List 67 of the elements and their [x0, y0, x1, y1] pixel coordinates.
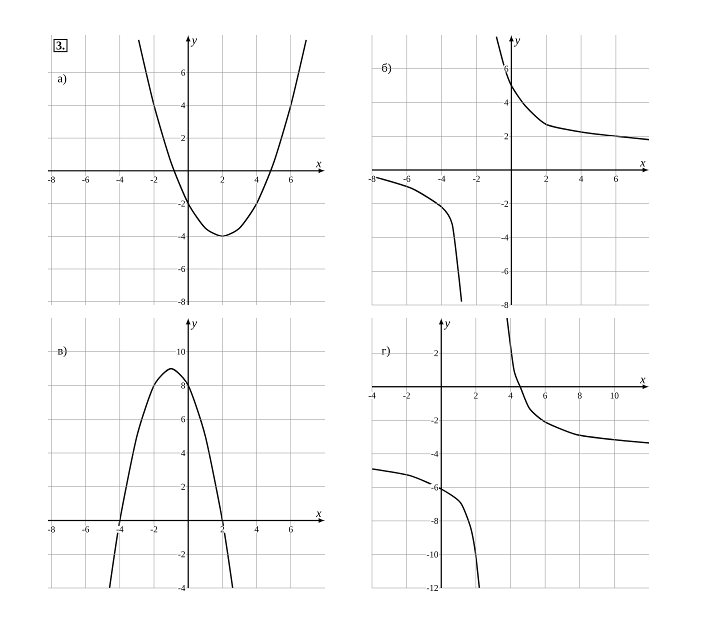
x-tick-label: -8: [368, 176, 376, 182]
x-tick-label: -6: [82, 176, 90, 183]
x-tick-label: -6: [82, 526, 90, 532]
y-tick-label: 2: [181, 135, 185, 142]
y-axis-title: y: [190, 38, 198, 47]
y-tick-label: -4: [501, 234, 508, 240]
y-tick-label: 4: [181, 102, 186, 108]
y-tick-label: -12: [426, 585, 438, 591]
y-tick-label: -4: [431, 450, 438, 457]
x-tick-label: 4: [254, 176, 259, 183]
y-tick-label: -4: [178, 585, 186, 591]
x-tick-label: 8: [578, 392, 582, 399]
x-axis-title: x: [640, 378, 646, 384]
y-tick-label: 6: [181, 416, 186, 422]
y-tick-label: 2: [504, 133, 508, 140]
x-tick-label: 2: [220, 526, 224, 532]
y-tick-label: 6: [181, 70, 186, 76]
x-tick-label: 6: [288, 176, 293, 183]
x-tick-label: 6: [614, 176, 618, 182]
y-tick-label: -6: [501, 268, 508, 274]
x-axis-title: x: [640, 160, 646, 166]
x-tick-label: -2: [150, 526, 158, 532]
x-tick-label: -4: [116, 526, 124, 532]
x-tick-label: -4: [368, 392, 376, 398]
x-tick-label: 4: [578, 176, 584, 182]
x-axis-title: x: [316, 162, 322, 168]
y-tick-label: 8: [181, 382, 186, 389]
x-tick-label: 2: [220, 176, 224, 183]
y-axis-title: y: [444, 322, 450, 330]
x-axis-title: x: [316, 511, 322, 517]
y-tick-label: 2: [181, 484, 185, 490]
y-tick-label: -6: [178, 266, 186, 272]
x-tick-label: -4: [116, 176, 124, 183]
x-tick-label: -4: [438, 176, 446, 182]
x-tick-label: 4: [254, 526, 259, 532]
y-tick-label: -4: [178, 233, 186, 240]
x-tick-label: 2: [474, 392, 478, 399]
x-tick-label: -8: [48, 176, 55, 183]
x-tick-label: -6: [403, 176, 410, 182]
y-tick-label: 2: [434, 350, 438, 356]
text: г): [382, 346, 390, 358]
x-tick-label: 6: [288, 526, 293, 532]
x-tick-label: 10: [610, 392, 619, 399]
y-tick-label: -2: [178, 551, 185, 558]
y-tick-label: -2: [431, 417, 438, 424]
x-tick-label: 4: [508, 392, 513, 398]
y-tick-label: -8: [501, 302, 508, 308]
x-tick-label: -2: [150, 176, 158, 183]
y-tick-label: -8: [431, 518, 438, 524]
y-tick-label: -8: [178, 298, 186, 305]
x-tick-label: -2: [473, 176, 480, 182]
text: а): [58, 74, 66, 85]
y-axis-title: y: [190, 322, 198, 330]
y-tick-label: 6: [504, 66, 508, 72]
y-tick-label: 10: [177, 348, 186, 355]
y-tick-label: -2: [178, 200, 185, 207]
y-tick-label: 4: [504, 100, 508, 106]
y-axis-title: y: [514, 38, 520, 47]
x-tick-label: -8: [48, 526, 55, 532]
y-tick-label: 4: [181, 450, 186, 456]
y-tick-label: -6: [431, 484, 438, 490]
annotation: 3.: [56, 42, 64, 50]
y-tick-label: -2: [501, 200, 508, 207]
x-tick-label: 6: [543, 392, 548, 399]
y-tick-label: -10: [426, 551, 438, 558]
x-tick-label: 2: [544, 176, 548, 182]
x-tick-label: -2: [403, 392, 410, 399]
